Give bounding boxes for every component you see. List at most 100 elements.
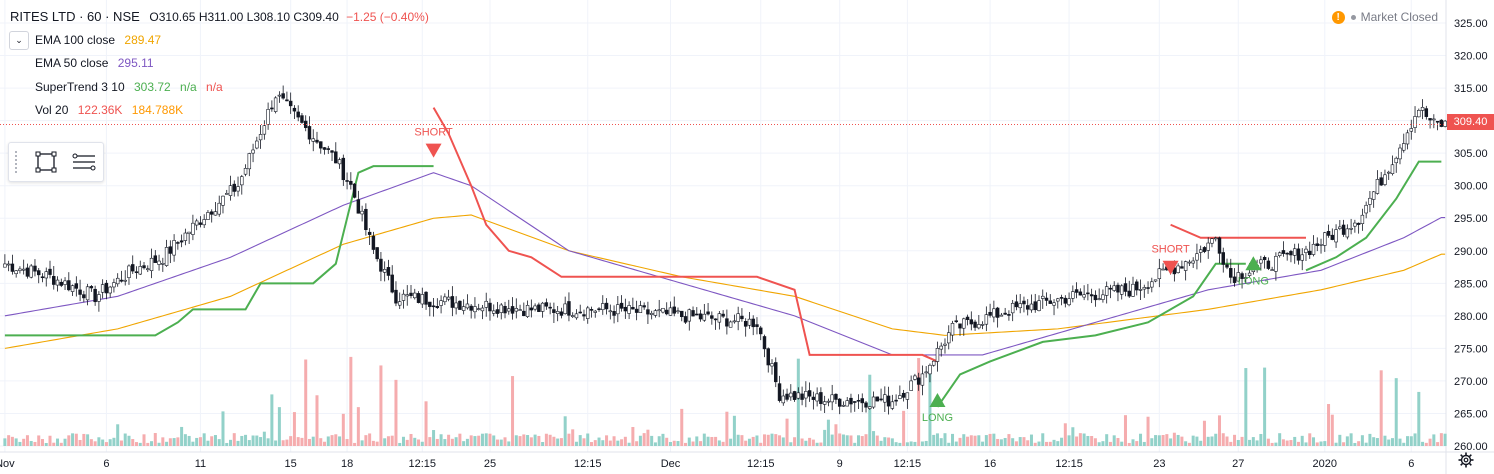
- time-tick-label: 11: [195, 458, 206, 470]
- indicator-value: 295.11: [117, 56, 154, 70]
- volume-bar: [469, 435, 473, 446]
- time-tick-label: Nov: [0, 458, 15, 470]
- volume-bar: [774, 434, 778, 446]
- candle-body: [514, 308, 519, 312]
- candle-body: [1289, 251, 1293, 256]
- candle-body: [646, 309, 650, 315]
- candle-body: [853, 401, 857, 403]
- candle-body: [1368, 197, 1372, 205]
- volume-bar: [537, 435, 541, 446]
- collapse-legend-button[interactable]: ⌄: [9, 31, 29, 50]
- volume-bar: [800, 438, 804, 446]
- volume-bar: [259, 437, 263, 446]
- volume-bar: [691, 441, 695, 446]
- candle-body: [1198, 249, 1203, 253]
- candle-body: [1236, 272, 1241, 282]
- volume-bar: [473, 436, 477, 446]
- volume-bar: [1364, 442, 1368, 446]
- gear-icon[interactable]: [1458, 452, 1474, 468]
- time-tick-label: 6: [1408, 458, 1414, 470]
- volume-bar: [1443, 433, 1447, 446]
- volume-bar: [616, 440, 620, 446]
- volume-bar: [307, 438, 311, 446]
- volume-bar: [1281, 439, 1285, 446]
- volume-bar: [417, 439, 421, 446]
- price-tick-label: 285.00: [1454, 278, 1488, 290]
- candle-body: [1074, 289, 1079, 293]
- symbol-name[interactable]: RITES LTD · 60 · NSE: [10, 9, 140, 24]
- candle-body: [586, 307, 590, 319]
- volume-bar: [206, 440, 210, 446]
- candle-body: [845, 400, 849, 407]
- volume-bar: [356, 407, 360, 446]
- candle-body: [623, 306, 628, 312]
- volume-bar: [1225, 436, 1229, 446]
- volume-bar: [191, 441, 195, 446]
- candle-body: [115, 277, 120, 285]
- volume-bar: [778, 435, 782, 446]
- volume-bar: [909, 441, 913, 446]
- volume-bar: [1394, 378, 1398, 446]
- volume-bar: [563, 416, 567, 446]
- volume-bar: [759, 442, 763, 446]
- volume-bar: [1014, 441, 1018, 446]
- volume-bar: [650, 435, 654, 446]
- volume-bar: [439, 434, 443, 446]
- indicator-extra2: n/a: [206, 80, 223, 94]
- volume-bar: [856, 435, 860, 446]
- volume-bar: [635, 441, 639, 446]
- candle-body: [40, 276, 45, 279]
- volume-bar: [1071, 427, 1075, 446]
- indicator-row-volume[interactable]: Vol 20 122.36K 184.788K: [35, 103, 183, 117]
- candle-body: [236, 186, 240, 192]
- volume-bar: [360, 440, 364, 446]
- market-status[interactable]: ! Market Closed: [1331, 10, 1438, 24]
- volume-bar: [270, 394, 274, 446]
- rectangle-select-button[interactable]: [31, 147, 61, 177]
- volume-bar: [988, 433, 992, 446]
- candle-body: [612, 311, 616, 316]
- volume-bar: [499, 439, 503, 446]
- candle-body: [1319, 244, 1323, 246]
- volume-bar: [1097, 442, 1101, 446]
- volume-bar: [1093, 438, 1097, 446]
- volume-bar: [1165, 434, 1169, 446]
- volume-bar: [187, 435, 191, 446]
- supertrend-down-line: [432, 107, 938, 363]
- volume-bar: [44, 442, 48, 446]
- candle-body: [533, 305, 537, 310]
- volume-bar: [1338, 434, 1342, 446]
- volume-bar: [1127, 442, 1131, 446]
- indicator-row-ema100[interactable]: EMA 100 close 289.47: [35, 33, 161, 47]
- indicator-row-ema50[interactable]: EMA 50 close 295.11: [35, 56, 154, 70]
- candle-body: [977, 324, 981, 329]
- candle-body: [1187, 261, 1192, 264]
- price-tick-label: 275.00: [1454, 343, 1488, 355]
- volume-bar: [266, 438, 270, 446]
- volume-bar: [375, 441, 379, 446]
- candle-body: [826, 400, 831, 403]
- volume-bar: [1169, 438, 1173, 446]
- candle-body: [871, 396, 876, 408]
- volume-bar: [620, 439, 624, 446]
- volume-bar: [1293, 436, 1297, 446]
- indicator-row-supertrend[interactable]: SuperTrend 3 10 303.72 n/a n/a: [35, 80, 223, 94]
- object-list-button[interactable]: [69, 147, 99, 177]
- volume-bar: [1236, 439, 1240, 446]
- candle-body: [544, 302, 549, 307]
- volume-bar: [277, 407, 281, 446]
- volume-bar: [338, 436, 342, 446]
- drag-handle[interactable]: [15, 151, 23, 173]
- volume-bar: [593, 440, 597, 446]
- candle-body: [1285, 252, 1289, 255]
- candle-body: [638, 305, 643, 313]
- price-tick-label: 305.00: [1454, 148, 1488, 160]
- candle-body: [943, 343, 947, 346]
- volume-bar: [198, 437, 202, 446]
- price-tick-label: 315.00: [1454, 83, 1488, 95]
- volume-bar: [721, 441, 725, 446]
- volume-bar: [180, 426, 184, 446]
- candle-body: [251, 149, 255, 154]
- candle-body: [796, 392, 801, 399]
